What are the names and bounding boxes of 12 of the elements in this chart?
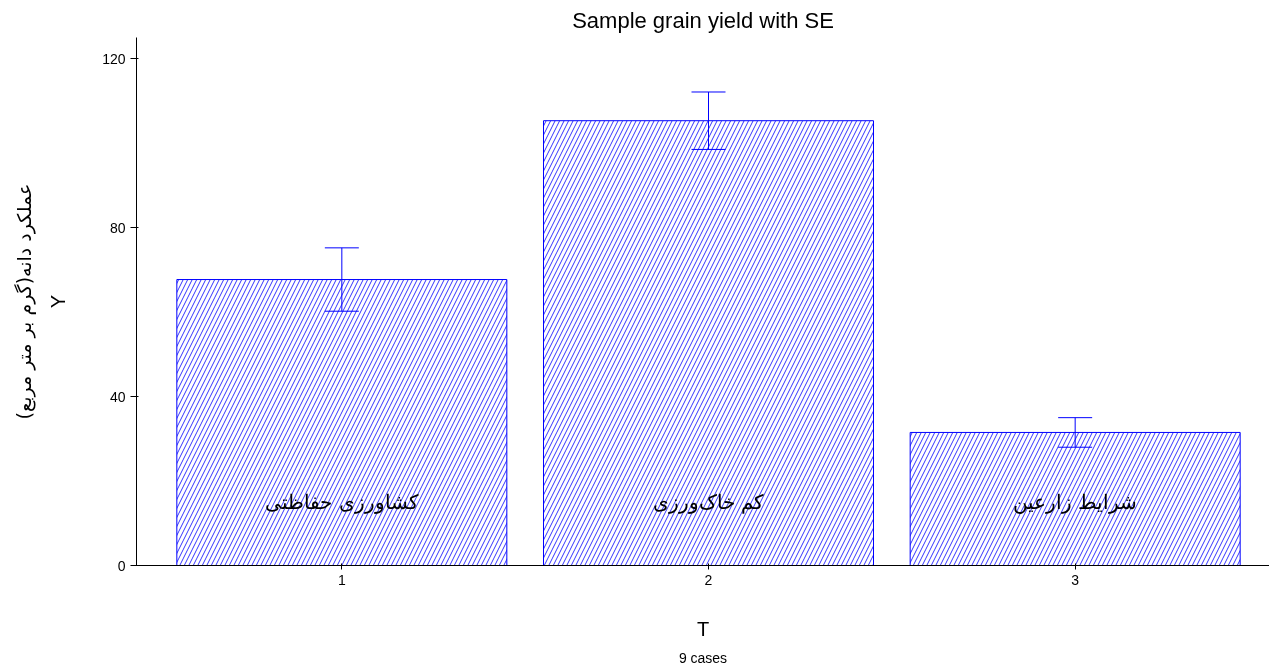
x-axis-title: T [696,617,710,640]
text: 9 cases [678,649,728,666]
x-tick-label: 3 [1071,571,1080,588]
text: عملکرد دانه(گرم بر متر مربع) [12,183,36,420]
y-axis-title: Y [47,294,70,309]
chart-title: Sample grain yield with SE [572,7,834,33]
x-tick-label: 2 [704,571,713,588]
y-tick-label: 0 [117,557,126,574]
y-tick-label: 40 [109,388,126,405]
y-tick-label: 80 [109,219,126,236]
x-tick-label: 1 [337,571,346,588]
y-tick-label: 120 [102,50,126,67]
